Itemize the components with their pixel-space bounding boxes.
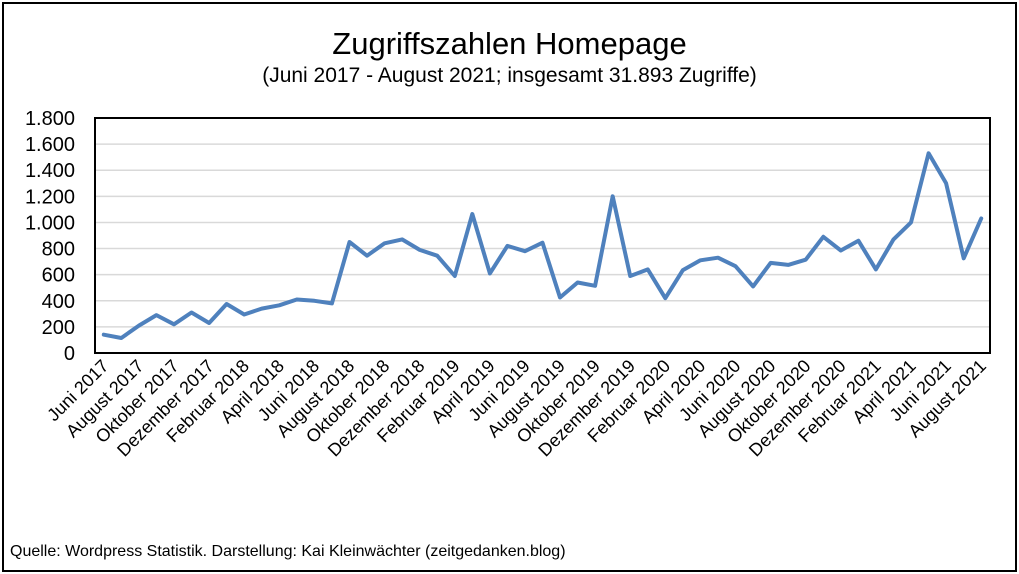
y-tick-label: 600 — [42, 265, 75, 287]
y-tick-label: 0 — [64, 343, 75, 365]
y-tick-label: 1.200 — [25, 186, 75, 208]
chart-title: Zugriffszahlen Homepage — [332, 26, 687, 61]
y-tick-label: 200 — [42, 317, 75, 339]
y-tick-label: 1.400 — [25, 160, 75, 182]
chart-subtitle: (Juni 2017 - August 2021; insgesamt 31.8… — [262, 64, 757, 87]
y-tick-label: 1.000 — [25, 212, 75, 234]
source-footer: Quelle: Wordpress Statistik. Darstellung… — [10, 543, 566, 560]
y-tick-label: 1.600 — [25, 134, 75, 156]
series-line-zugriffe — [101, 151, 984, 340]
y-tick-label: 1.800 — [25, 108, 75, 130]
y-tick-label: 800 — [42, 239, 75, 261]
y-tick-label: 400 — [42, 291, 75, 313]
plot-area-border — [94, 117, 991, 354]
